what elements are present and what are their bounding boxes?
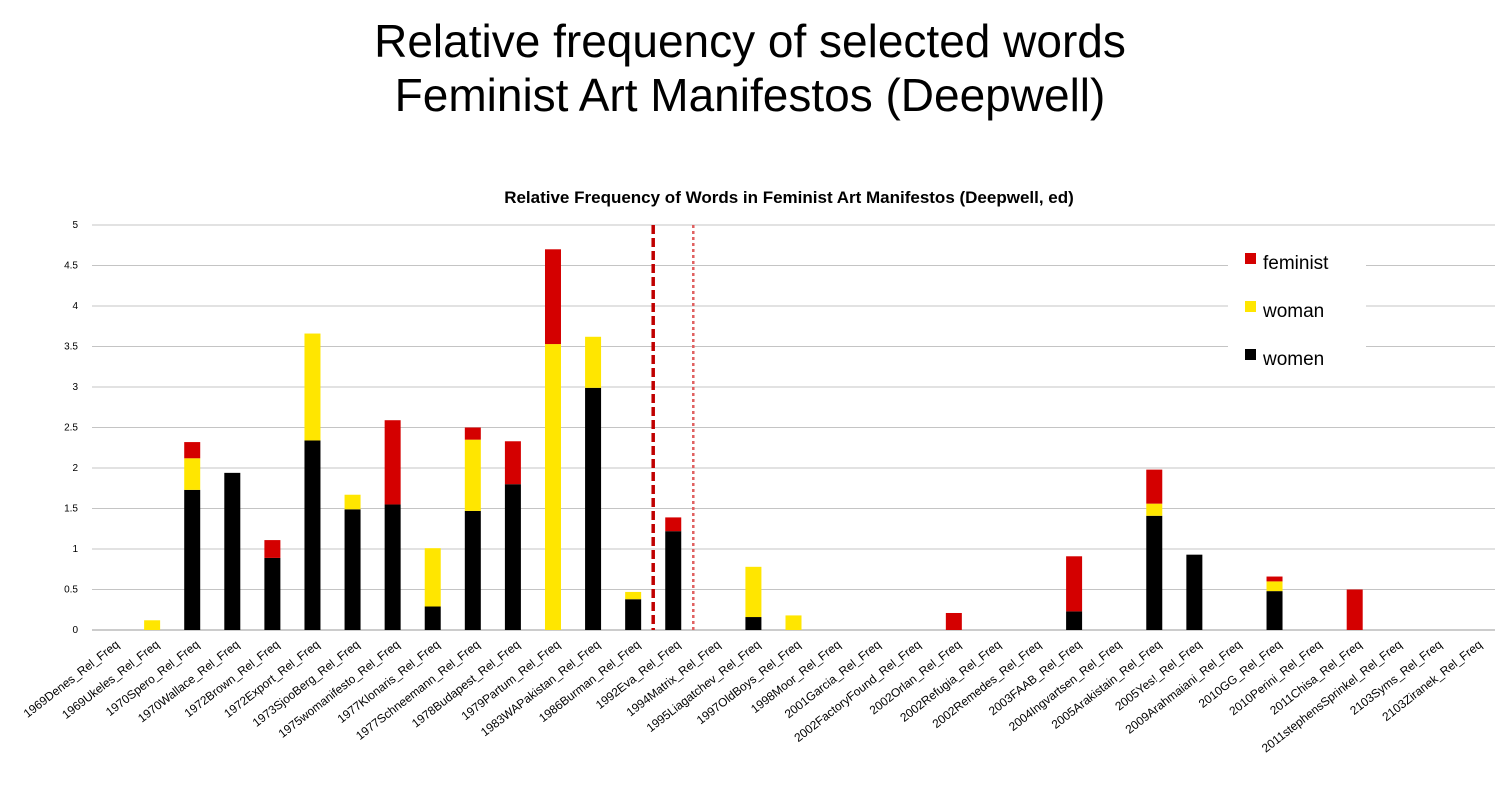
y-tick-label: 4 xyxy=(72,301,78,312)
y-tick-label: 2.5 xyxy=(64,423,78,434)
y-tick-label: 4.5 xyxy=(64,261,78,272)
legend-label-feminist: feminist xyxy=(1263,253,1329,274)
legend-swatch-woman xyxy=(1245,301,1256,312)
legend-label-woman: woman xyxy=(1262,301,1324,322)
bar-segment-women xyxy=(384,504,401,630)
legend-swatch-feminist xyxy=(1245,253,1256,264)
bar-segment-feminist xyxy=(544,249,561,345)
bar-segment-woman xyxy=(625,591,642,600)
y-axis-ticks: 0 0.5 1 1.5 2 2.5 3 3.5 4 4.5 5 xyxy=(64,220,78,636)
bar-segment-feminist xyxy=(665,517,682,532)
y-tick-label: 2 xyxy=(72,463,78,474)
y-tick-label: 0.5 xyxy=(64,585,78,596)
slide-title-line-2: Feminist Art Manifestos (Deepwell) xyxy=(394,69,1106,121)
bar-segment-women xyxy=(585,387,602,630)
bar-segment-feminist xyxy=(504,441,521,485)
bar-segment-feminist xyxy=(184,442,201,459)
bars xyxy=(144,249,1363,630)
y-tick-label: 3 xyxy=(72,382,78,393)
legend-label-women: women xyxy=(1262,349,1324,370)
bar-segment-woman xyxy=(745,566,762,618)
slide-title-line-1: Relative frequency of selected words xyxy=(374,15,1126,67)
bar-segment-feminist xyxy=(1346,589,1363,630)
y-tick-label: 1.5 xyxy=(64,504,78,515)
bar-segment-women xyxy=(745,617,762,630)
bar-segment-woman xyxy=(304,333,321,441)
legend-swatch-women xyxy=(1245,349,1256,360)
y-tick-label: 0 xyxy=(72,625,78,636)
bar-segment-women xyxy=(504,484,521,630)
bar-segment-women xyxy=(264,557,281,630)
bar-segment-woman xyxy=(585,336,602,388)
bar-segment-women xyxy=(1146,515,1163,630)
bar-segment-women xyxy=(665,531,682,630)
marker-lines xyxy=(651,225,695,630)
bar-segment-feminist xyxy=(464,427,481,440)
bar-segment-feminist xyxy=(1266,576,1283,582)
bar-segment-women xyxy=(424,606,441,630)
y-tick-label: 3.5 xyxy=(64,342,78,353)
bar-segment-woman xyxy=(144,620,161,630)
bar-segment-woman xyxy=(344,494,361,510)
legend: feminist woman women xyxy=(1228,238,1366,386)
bar-segment-woman xyxy=(464,439,481,511)
slide-title: Relative frequency of selected words Fem… xyxy=(0,14,1500,122)
bar-segment-feminist xyxy=(384,420,401,505)
bar-segment-women xyxy=(1186,554,1203,630)
y-tick-label: 1 xyxy=(72,544,78,555)
bar-segment-women xyxy=(304,440,321,630)
bar-segment-woman xyxy=(184,458,201,490)
bar-segment-feminist xyxy=(1146,469,1163,504)
bar-segment-feminist xyxy=(264,540,281,558)
bar-segment-women xyxy=(1266,591,1283,630)
bar-segment-woman xyxy=(1146,503,1163,516)
bar-segment-woman xyxy=(424,548,441,607)
bar-segment-women xyxy=(224,472,241,630)
bar-segment-woman xyxy=(544,344,561,630)
bar-segment-women xyxy=(464,510,481,630)
bar-segment-feminist xyxy=(1066,556,1083,612)
bar-segment-women xyxy=(1066,611,1083,630)
bar-segment-woman xyxy=(1266,581,1283,592)
y-tick-label: 5 xyxy=(72,220,78,231)
bar-segment-women xyxy=(344,509,361,630)
bar-segment-women xyxy=(625,599,642,630)
chart-title: Relative Frequency of Words in Feminist … xyxy=(504,188,1074,207)
bar-segment-women xyxy=(184,489,201,630)
bar-segment-woman xyxy=(785,615,802,630)
x-axis-ticks: 1969Denes_Rel_Freq1969Ukeles_Rel_Freq197… xyxy=(21,637,1485,755)
bar-segment-feminist xyxy=(945,612,962,630)
